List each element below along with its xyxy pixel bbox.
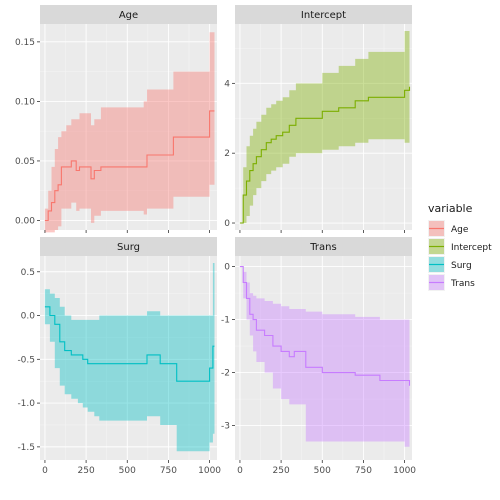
y-tick-label: 0.00 <box>15 216 35 226</box>
legend-label: Trans <box>450 279 475 289</box>
strip-age <box>40 5 217 24</box>
legend-label: Age <box>451 225 469 235</box>
legend-item-trans: Trans <box>428 274 475 291</box>
panel-background <box>40 256 217 460</box>
y-tick-label: 0.5 <box>21 268 35 278</box>
legend-item-age: Age <box>428 220 469 237</box>
y-tick-label: 0.0 <box>21 312 36 322</box>
x-tick-label: 500 <box>119 466 136 476</box>
strip-intercept <box>235 5 412 24</box>
strip-label: Intercept <box>301 10 346 21</box>
panel-background <box>235 24 412 230</box>
y-tick-label: -3 <box>221 422 230 432</box>
x-tick-label: 0 <box>237 466 243 476</box>
confidence-ribbon-surg <box>44 263 215 452</box>
estimate-line-intercept <box>239 86 411 224</box>
x-tick-label: 250 <box>78 466 95 476</box>
y-tick-label: 4 <box>224 79 230 89</box>
confidence-ribbon-intercept <box>239 31 410 223</box>
x-tick-label: 250 <box>273 466 290 476</box>
estimate-line-trans <box>239 266 411 386</box>
y-tick-label: 2 <box>224 149 230 159</box>
legend-item-intercept: Intercept <box>428 238 492 255</box>
confidence-ribbon-trans <box>239 266 410 455</box>
x-tick-label: 0 <box>42 466 48 476</box>
strip-surg <box>40 237 217 256</box>
x-tick-label: 750 <box>160 466 177 476</box>
strip-label: Surg <box>117 242 140 253</box>
y-tick-label: -2 <box>221 369 230 379</box>
y-tick-label: 0.05 <box>15 157 35 167</box>
x-tick-label: 500 <box>314 466 331 476</box>
strip-trans <box>235 237 412 256</box>
estimate-line-surg <box>44 306 215 382</box>
panel-surg: Surg -1.5 -1.0 -0.5 0.0 0.5 0 250 500 750 1000 <box>17 237 221 476</box>
y-tick-label: -1.5 <box>17 443 35 453</box>
legend-item-surg: Surg <box>428 256 472 273</box>
y-tick-label: 0.10 <box>15 97 35 107</box>
legend-title: variable <box>428 202 473 215</box>
panel-background <box>40 24 217 230</box>
y-tick-label: 0 <box>224 263 230 273</box>
panel-age: Age 0.00 0.05 0.10 0.15 <box>15 5 217 233</box>
y-tick-label: 0.15 <box>15 38 35 48</box>
strip-label: Age <box>119 10 138 21</box>
legend-label: Intercept <box>451 243 492 253</box>
legend: variable Age Intercept Surg Trans <box>428 202 492 291</box>
legend-label: Surg <box>451 261 472 271</box>
confidence-ribbon-age <box>44 32 215 233</box>
y-tick-label: -1 <box>221 316 230 326</box>
y-tick-label: -1.0 <box>17 399 35 409</box>
x-tick-label: 1000 <box>393 466 416 476</box>
estimate-line-age <box>44 110 215 222</box>
x-tick-label: 750 <box>355 466 372 476</box>
x-tick-label: 1000 <box>198 466 221 476</box>
y-tick-label: -0.5 <box>17 355 35 365</box>
panel-intercept: Intercept 0 2 4 <box>224 5 412 233</box>
panel-trans: Trans -3 -2 -1 0 0 250 500 750 1000 <box>221 237 416 476</box>
y-tick-label: 0 <box>224 219 230 229</box>
strip-label: Trans <box>309 242 336 253</box>
